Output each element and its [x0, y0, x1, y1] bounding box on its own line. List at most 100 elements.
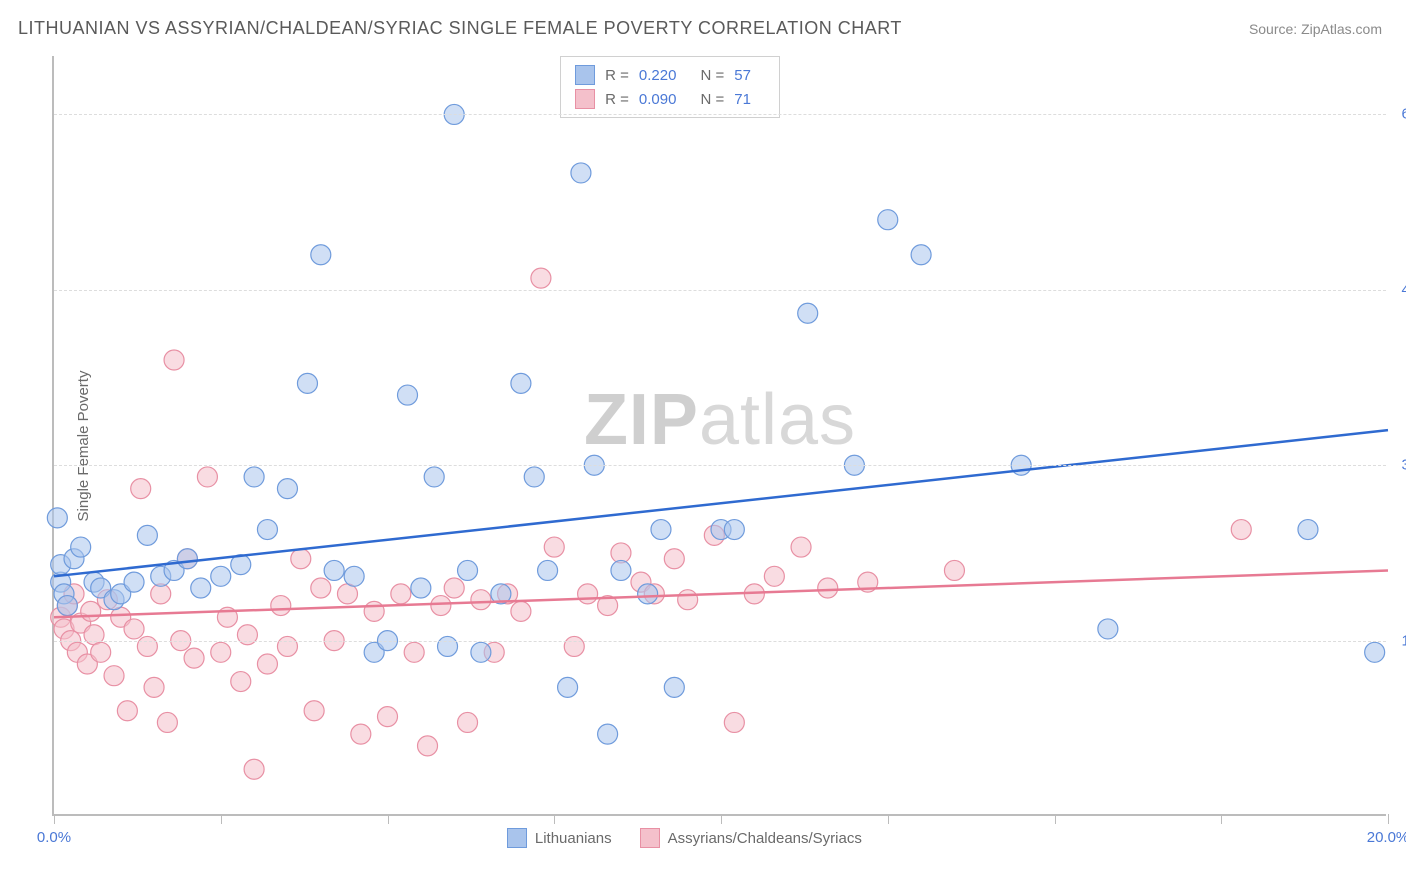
data-point: [244, 759, 264, 779]
y-tick-label: 30.0%: [1401, 457, 1406, 474]
data-point: [71, 537, 91, 557]
data-point: [304, 701, 324, 721]
data-point: [131, 479, 151, 499]
data-point: [1098, 619, 1118, 639]
data-point: [571, 163, 591, 183]
y-tick-label: 45.0%: [1401, 281, 1406, 298]
x-tick: [888, 814, 889, 824]
data-point: [257, 520, 277, 540]
data-point: [424, 467, 444, 487]
x-tick-label: 0.0%: [37, 829, 71, 846]
y-tick-label: 15.0%: [1401, 632, 1406, 649]
stat-r-label: R =: [605, 67, 629, 84]
data-point: [197, 467, 217, 487]
gridline: [54, 465, 1386, 466]
x-tick: [554, 814, 555, 824]
x-tick: [221, 814, 222, 824]
data-point: [277, 636, 297, 656]
data-point: [1231, 520, 1251, 540]
chart-header: LITHUANIAN VS ASSYRIAN/CHALDEAN/SYRIAC S…: [0, 0, 1406, 47]
scatter-svg: [54, 56, 1386, 814]
data-point: [1298, 520, 1318, 540]
data-point: [418, 736, 438, 756]
legend-swatch: [575, 65, 595, 85]
stat-n-label: N =: [700, 67, 724, 84]
x-tick: [1221, 814, 1222, 824]
data-point: [531, 268, 551, 288]
trend-line: [54, 570, 1388, 617]
data-point: [724, 712, 744, 732]
data-point: [91, 642, 111, 662]
data-point: [81, 601, 101, 621]
data-point: [137, 525, 157, 545]
stat-r-value: 0.220: [639, 67, 677, 84]
data-point: [157, 712, 177, 732]
data-point: [798, 303, 818, 323]
data-point: [404, 642, 424, 662]
data-point: [277, 479, 297, 499]
data-point: [438, 636, 458, 656]
data-point: [944, 560, 964, 580]
data-point: [511, 601, 531, 621]
data-point: [311, 578, 331, 598]
data-point: [244, 467, 264, 487]
trend-line: [54, 430, 1388, 576]
data-point: [164, 350, 184, 370]
data-point: [104, 666, 124, 686]
data-point: [558, 677, 578, 697]
data-point: [524, 467, 544, 487]
data-point: [57, 596, 77, 616]
data-point: [764, 566, 784, 586]
data-point: [1365, 642, 1385, 662]
data-point: [324, 560, 344, 580]
data-point: [911, 245, 931, 265]
data-point: [431, 596, 451, 616]
data-point: [184, 648, 204, 668]
data-point: [598, 724, 618, 744]
data-point: [231, 672, 251, 692]
data-point: [611, 560, 631, 580]
data-point: [364, 601, 384, 621]
data-point: [564, 636, 584, 656]
data-point: [124, 572, 144, 592]
chart-plot-area: ZIPatlas R =0.220N =57R =0.090N =71 Lith…: [52, 56, 1386, 816]
x-tick: [54, 814, 55, 824]
data-point: [458, 560, 478, 580]
stat-n-label: N =: [700, 91, 724, 108]
x-tick: [1055, 814, 1056, 824]
stat-n-value: 57: [734, 67, 751, 84]
data-point: [678, 590, 698, 610]
data-point: [124, 619, 144, 639]
stats-row: R =0.090N =71: [575, 87, 765, 111]
data-point: [578, 584, 598, 604]
legend-label: Lithuanians: [535, 830, 612, 847]
data-point: [378, 707, 398, 727]
legend-swatch: [575, 89, 595, 109]
data-point: [117, 701, 137, 721]
data-point: [638, 584, 658, 604]
data-point: [458, 712, 478, 732]
stat-r-value: 0.090: [639, 91, 677, 108]
data-point: [211, 642, 231, 662]
data-point: [878, 210, 898, 230]
x-tick-label: 20.0%: [1367, 829, 1406, 846]
stats-row: R = 0.220 N = 57: [575, 63, 765, 87]
legend-swatch: [507, 828, 527, 848]
data-point: [664, 677, 684, 697]
data-point: [818, 578, 838, 598]
gridline: [54, 114, 1386, 115]
data-point: [471, 642, 491, 662]
data-point: [391, 584, 411, 604]
legend-item: Assyrians/Chaldeans/Syriacs: [640, 828, 862, 848]
data-point: [291, 549, 311, 569]
data-point: [471, 590, 491, 610]
data-point: [47, 508, 67, 528]
data-point: [791, 537, 811, 557]
data-point: [257, 654, 277, 674]
data-point: [137, 636, 157, 656]
data-point: [444, 578, 464, 598]
chart-title: LITHUANIAN VS ASSYRIAN/CHALDEAN/SYRIAC S…: [18, 18, 902, 39]
data-point: [311, 245, 331, 265]
data-point: [144, 677, 164, 697]
legend-item: Lithuanians: [507, 828, 612, 848]
